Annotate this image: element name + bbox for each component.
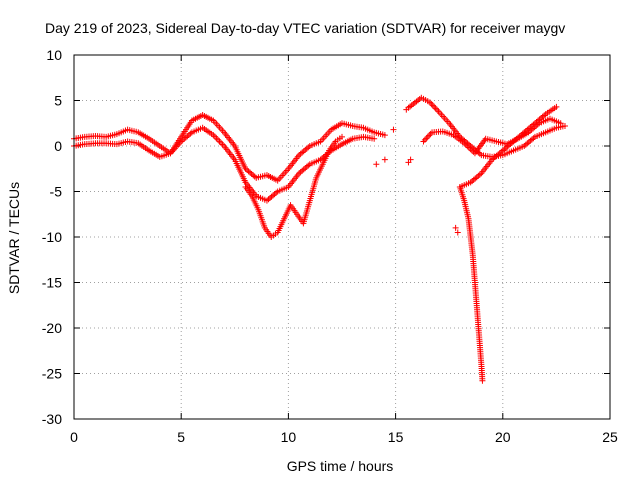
data-point	[211, 133, 218, 140]
y-axis-label: SDTVAR / TECUs	[6, 182, 22, 294]
data-point	[373, 161, 380, 168]
grid-lines	[74, 55, 610, 419]
axis-ticks: 0 5 10 15 20 25 -30 -25 -20 -15 -10 -5 0 5 10	[42, 47, 618, 445]
data-point	[214, 136, 221, 143]
x-tick-label: 10	[281, 429, 297, 445]
data-point	[420, 138, 427, 145]
y-tick-label: 0	[54, 138, 62, 154]
y-tick-label: -20	[42, 320, 62, 336]
data-point	[339, 133, 345, 140]
series-fragments	[373, 126, 461, 236]
data-point	[431, 103, 438, 110]
series-track-f	[456, 103, 560, 190]
data-point	[434, 106, 441, 113]
data-point	[390, 126, 397, 133]
y-tick-label: -10	[42, 229, 62, 245]
x-tick-label: 5	[177, 429, 185, 445]
series-track-d	[403, 94, 568, 160]
series-track-a	[71, 112, 388, 184]
data-point	[381, 132, 388, 139]
y-tick-label: -15	[42, 275, 62, 291]
data-point	[429, 102, 436, 109]
data-point	[454, 229, 461, 236]
plot-frame	[73, 54, 611, 420]
chart-title: Day 219 of 2023, Sidereal Day-to-day VTE…	[45, 20, 565, 36]
data-point	[381, 156, 388, 163]
data-point	[452, 224, 459, 231]
data-point	[423, 135, 430, 142]
y-tick-label: 5	[54, 93, 62, 109]
x-tick-label: 20	[495, 429, 511, 445]
data-point	[407, 156, 414, 163]
x-axis-label: GPS time / hours	[287, 458, 394, 474]
y-tick-label: -25	[42, 366, 62, 382]
y-tick-label: -5	[50, 184, 63, 200]
data-point	[557, 120, 564, 127]
y-tick-label: -30	[42, 411, 62, 427]
data-point	[553, 103, 560, 110]
series-drop	[456, 183, 486, 384]
data-point	[432, 105, 439, 112]
series-track-c	[242, 133, 345, 240]
y-tick-label: 10	[46, 47, 62, 63]
data-point	[424, 133, 431, 140]
data-point	[218, 139, 225, 146]
x-tick-label: 15	[388, 429, 404, 445]
x-tick-label: 0	[70, 429, 78, 445]
data-point	[561, 122, 568, 129]
data-markers	[71, 94, 568, 384]
data-point	[479, 377, 486, 384]
series-track-e	[420, 115, 564, 157]
data-point	[371, 135, 378, 142]
data-point	[421, 136, 428, 143]
data-point	[216, 138, 223, 145]
data-point	[426, 132, 433, 139]
data-point	[219, 141, 226, 148]
x-tick-label: 25	[602, 429, 618, 445]
data-point	[213, 135, 220, 142]
series-track-b	[71, 124, 378, 204]
data-point	[428, 100, 435, 107]
